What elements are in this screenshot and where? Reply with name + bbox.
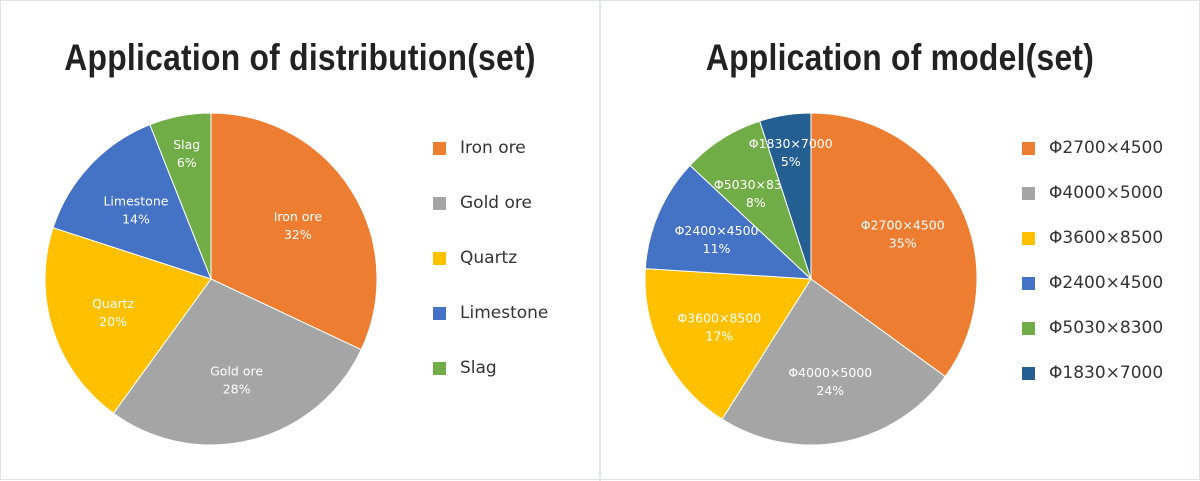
legend-swatch xyxy=(1022,366,1035,380)
legend-label: Slag xyxy=(460,358,497,378)
pie-slice-phi2700x4500 xyxy=(810,112,978,378)
legend-swatch xyxy=(1022,186,1035,200)
legend-swatch xyxy=(433,361,446,375)
model-pie: Φ2700×4500 35% Φ4000×5000 24% Φ3600×8500 17% Φ… xyxy=(644,112,978,446)
legend-label: Φ1830×7000 xyxy=(1049,363,1164,383)
legend-item-phi2400x4500: Φ2400×4500 xyxy=(1022,273,1163,293)
data-label-category: Φ5030×8300 xyxy=(714,177,798,192)
legend-swatch xyxy=(433,306,446,320)
data-label-value: 8% xyxy=(746,195,766,210)
legend-label: Φ4000×5000 xyxy=(1049,183,1164,203)
pie-slice-gold-ore xyxy=(112,278,362,446)
legend-item-phi2700x4500: Φ2700×4500 xyxy=(1022,138,1163,158)
pie-slice-phi4000x5000 xyxy=(721,278,946,446)
legend-item-limestone: Limestone xyxy=(433,303,548,323)
legend-label: Iron ore xyxy=(460,138,526,158)
chart-title: Application of distribution(set) xyxy=(64,37,536,78)
data-label-category: Gold ore xyxy=(210,364,263,379)
legend-label: Φ2400×4500 xyxy=(1049,273,1164,293)
data-label-value: 35% xyxy=(889,235,917,250)
pie-slice-iron-ore xyxy=(210,112,378,351)
data-label-value: 20% xyxy=(99,314,127,329)
data-label-value: 28% xyxy=(223,382,251,397)
chart-title: Application of model(set) xyxy=(705,37,1095,78)
legend-swatch xyxy=(433,251,446,265)
legend-swatch xyxy=(1022,141,1035,155)
data-label-category: Φ2700×4500 xyxy=(861,217,945,232)
legend-swatch xyxy=(1022,276,1035,290)
data-label-category: Limestone xyxy=(103,194,168,209)
data-label-value: 32% xyxy=(284,227,312,242)
data-label-category: Φ4000×5000 xyxy=(788,365,872,380)
legend-swatch xyxy=(433,141,446,155)
legend-label: Φ5030×8300 xyxy=(1049,318,1164,338)
legend-swatch xyxy=(1022,321,1035,335)
distribution-chart-panel: Application of distribution(set) Iron or… xyxy=(1,1,599,479)
legend-item-phi1830x7000: Φ1830×7000 xyxy=(1022,363,1163,383)
legend-label: Gold ore xyxy=(460,193,532,213)
model-chart-panel: Application of model(set) Φ2700×4500 35% Φ… xyxy=(601,1,1199,479)
pie-slice-slag xyxy=(149,112,212,280)
data-label-category: Φ2400×4500 xyxy=(675,223,759,238)
legend-item-phi5030x8300: Φ5030×8300 xyxy=(1022,318,1163,338)
legend-swatch xyxy=(433,196,446,210)
data-label-value: 17% xyxy=(705,329,733,344)
legend-label: Φ3600×8500 xyxy=(1049,228,1164,248)
data-label-category: Φ3600×8500 xyxy=(677,311,761,326)
legend-swatch xyxy=(1022,231,1035,245)
pie-slice-phi2400x4500 xyxy=(644,164,813,280)
legend-item-phi4000x5000: Φ4000×5000 xyxy=(1022,183,1163,203)
pie-slice-limestone xyxy=(52,124,212,280)
pie-slice-phi1830x7000 xyxy=(759,112,812,280)
data-label-value: 11% xyxy=(703,241,731,256)
data-label-category: Quartz xyxy=(92,296,134,311)
legend-item-iron-ore: Iron ore xyxy=(433,138,526,158)
distribution-pie: Iron ore 32% Gold ore 28% Quartz 20% Limestone… xyxy=(44,112,378,446)
panel-divider xyxy=(599,1,601,481)
legend-label: Quartz xyxy=(460,248,518,268)
legend-item-phi3600x8500: Φ3600×8500 xyxy=(1022,228,1163,248)
data-label-category: Iron ore xyxy=(274,209,323,224)
legend-label: Limestone xyxy=(460,303,549,323)
legend-item-gold-ore: Gold ore xyxy=(433,193,532,213)
data-label-value: 24% xyxy=(816,383,844,398)
legend-item-quartz: Quartz xyxy=(433,248,517,268)
data-label-value: 5% xyxy=(781,154,801,169)
pie-slice-phi3600x8500 xyxy=(644,268,812,420)
pie-slice-quartz xyxy=(44,227,212,414)
legend-label: Φ2700×4500 xyxy=(1049,138,1164,158)
data-label-category: Slag xyxy=(173,137,200,152)
legend-item-slag: Slag xyxy=(433,358,497,378)
data-label-category: Φ1830×7000 xyxy=(749,136,833,151)
data-label-value: 14% xyxy=(122,212,150,227)
data-label-value: 6% xyxy=(177,155,197,170)
